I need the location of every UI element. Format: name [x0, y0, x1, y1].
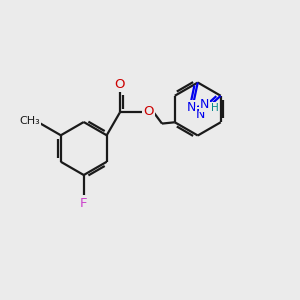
- Text: F: F: [80, 196, 88, 210]
- Text: N: N: [196, 108, 205, 121]
- Text: N: N: [187, 101, 196, 114]
- Text: N: N: [200, 98, 209, 111]
- Text: CH₃: CH₃: [19, 116, 40, 126]
- Text: O: O: [143, 105, 154, 118]
- Text: O: O: [115, 77, 125, 91]
- Text: H: H: [211, 103, 218, 113]
